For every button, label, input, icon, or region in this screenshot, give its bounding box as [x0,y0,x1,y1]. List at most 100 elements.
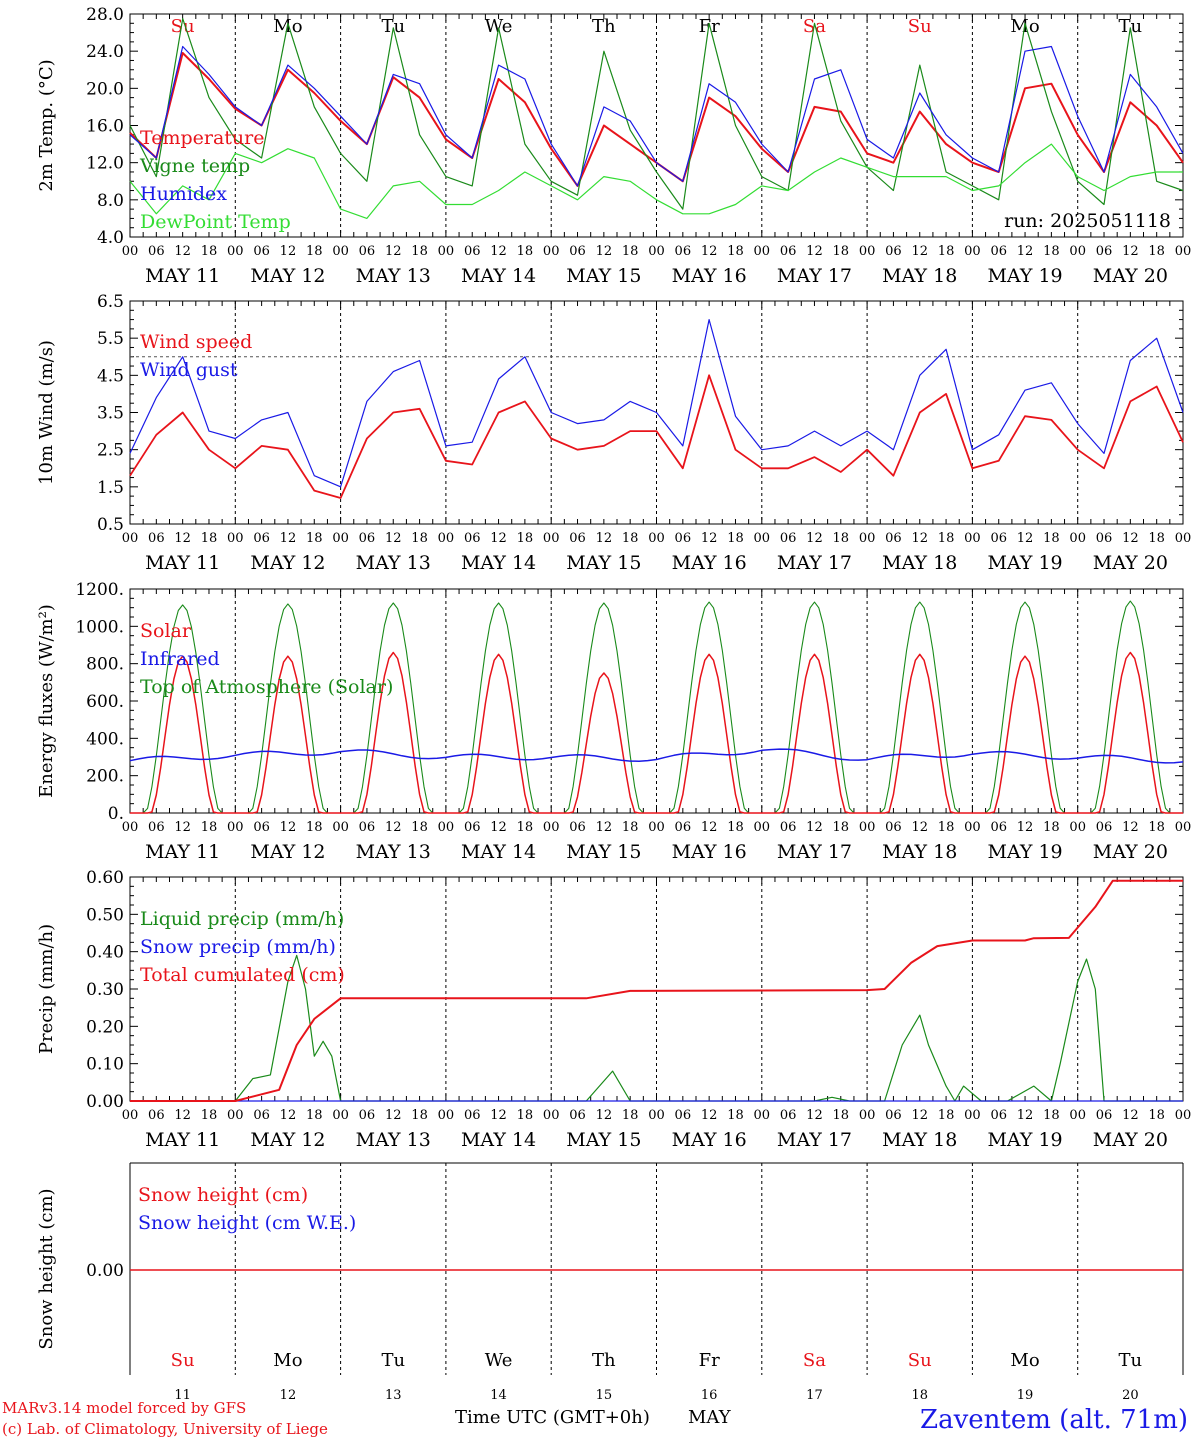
hour-tick-label: 12 [911,820,928,835]
date-label: MAY 19 [987,265,1062,287]
date-label: MAY 14 [461,552,536,574]
hour-tick-label: 06 [464,244,481,259]
hour-tick-label: 00 [543,820,560,835]
plot-frame [129,13,1184,238]
station-name: Zaventem (alt. 71m) [920,1405,1188,1435]
date-label: MAY 11 [145,1129,220,1151]
date-label: MAY 19 [987,841,1062,863]
weekday-label: Su [908,16,932,37]
y-tick-label: 200. [86,767,124,787]
hour-tick-label: 06 [253,1108,270,1123]
hour-tick-label: 12 [385,820,402,835]
hour-tick-label: 18 [833,820,850,835]
y-axis-label: 2m Temp. (°C) [36,59,57,191]
hour-tick-label: 06 [359,1108,376,1123]
legend-entry: Vigne temp [139,155,250,177]
hour-tick-label: 06 [569,820,586,835]
date-label: MAY 15 [566,1129,641,1151]
hour-tick-label: 06 [1096,820,1113,835]
weekday-label: Su [171,16,195,37]
hour-tick-label: 00 [964,1108,981,1123]
hour-tick-label: 00 [754,244,771,259]
y-tick-label: 2.5 [97,441,124,461]
y-tick-label: 0.00 [86,1261,124,1281]
weekday-label: We [485,16,513,37]
hour-tick-label: 00 [859,244,876,259]
hour-tick-label: 12 [596,820,613,835]
y-tick-label: 0.10 [86,1055,124,1075]
hour-tick-label: 18 [411,531,428,546]
y-tick-label: 400. [86,729,124,749]
date-label: MAY 18 [882,265,957,287]
hour-tick-label: 00 [754,820,771,835]
hour-tick-label: 18 [622,820,639,835]
hour-tick-label: 06 [359,820,376,835]
hour-tick-label: 18 [938,820,955,835]
hour-tick-label: 18 [622,244,639,259]
day-number-label: 11 [174,1388,191,1403]
date-label: MAY 14 [461,1129,536,1151]
day-number-label: 15 [596,1388,613,1403]
hour-tick-label: 12 [806,531,823,546]
hour-tick-label: 00 [648,531,665,546]
hour-tick-label: 06 [253,531,270,546]
hour-tick-label: 12 [174,244,191,259]
hour-tick-label: 18 [622,531,639,546]
hour-tick-label: 18 [517,820,534,835]
day-number-label: 18 [911,1388,928,1403]
hour-tick-label: 18 [727,244,744,259]
weekday-label: Mo [1010,1350,1039,1371]
hour-tick-label: 00 [1175,244,1192,259]
energy-panel: 0. 200. 400. 600. 800. 1000. 1200. Energy fluxe… [36,580,1191,863]
y-tick-label: 600. [86,692,124,712]
y-tick-label: 1000. [75,617,124,637]
hour-tick-label: 00 [332,1108,349,1123]
date-label: MAY 17 [777,1129,852,1151]
hour-tick-label: 12 [280,1108,297,1123]
date-label: MAY 16 [672,841,747,863]
hour-tick-label: 12 [1017,820,1034,835]
hour-tick-label: 12 [1122,1108,1139,1123]
weekday-label: Sa [803,1350,826,1371]
y-tick-label: 0.00 [86,1092,124,1112]
hour-tick-label: 00 [1069,1108,1086,1123]
hour-tick-label: 06 [990,531,1007,546]
day-number-label: 14 [490,1388,507,1403]
hour-tick-label: 06 [359,531,376,546]
hour-tick-label: 18 [201,820,218,835]
date-label: MAY 13 [356,1129,431,1151]
series-line [129,45,1184,187]
hour-tick-label: 06 [885,244,902,259]
hour-tick-label: 00 [438,244,455,259]
legend-entry: Humidex [140,183,227,205]
hour-tick-label: 18 [833,531,850,546]
hour-tick-label: 06 [359,244,376,259]
hour-tick-label: 18 [1148,531,1165,546]
hour-tick-label: 06 [780,820,797,835]
weekday-label: Th [592,1350,616,1371]
y-tick-label: 0.50 [86,905,124,925]
hour-tick-label: 00 [543,1108,560,1123]
hour-tick-label: 00 [964,531,981,546]
date-label: MAY 18 [882,552,957,574]
hour-tick-label: 00 [859,820,876,835]
day-number-label: 16 [701,1388,718,1403]
hour-tick-label: 06 [464,531,481,546]
date-label: MAY 11 [145,552,220,574]
hour-tick-label: 00 [227,244,244,259]
hour-tick-label: 00 [754,1108,771,1123]
hour-tick-label: 06 [253,244,270,259]
hour-tick-label: 18 [517,531,534,546]
hour-tick-label: 18 [1148,244,1165,259]
hour-tick-label: 12 [280,820,297,835]
hour-tick-label: 06 [1096,1108,1113,1123]
y-tick-label: 24.0 [86,42,124,62]
hour-tick-label: 00 [438,1108,455,1123]
hour-tick-label: 12 [911,1108,928,1123]
hour-tick-label: 12 [806,820,823,835]
hour-tick-label: 18 [1148,820,1165,835]
legend-entry: Wind speed [140,331,252,353]
date-label: MAY 16 [672,265,747,287]
hour-tick-label: 18 [833,1108,850,1123]
